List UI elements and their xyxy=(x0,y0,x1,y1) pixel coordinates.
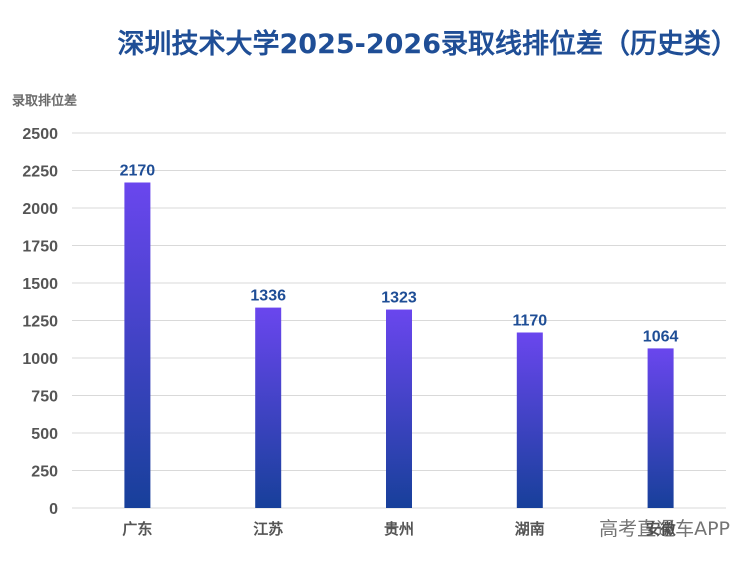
bar-3 xyxy=(516,332,543,508)
data-label-0: 2170 xyxy=(120,163,156,180)
bar-0 xyxy=(124,182,151,508)
y-tick-label: 250 xyxy=(31,464,58,481)
x-category-label-2: 贵州 xyxy=(384,520,414,538)
y-axis-label: 录取排位差 xyxy=(12,94,78,109)
x-category-label-1: 江苏 xyxy=(253,520,283,538)
data-label-1: 1336 xyxy=(250,288,286,305)
chart-title: 深圳技术大学2025-2026录取线排位差（历史类） xyxy=(117,29,739,60)
data-label-4: 1064 xyxy=(643,328,679,345)
data-labels: 2170 1336 1323 1170 1064 xyxy=(120,163,679,346)
y-tick-label: 750 xyxy=(31,389,58,406)
y-tick-label: 1500 xyxy=(22,276,58,293)
x-category-label-3: 湖南 xyxy=(515,520,545,538)
x-category-label-4: 安徽 xyxy=(646,520,677,538)
y-tick-label: 0 xyxy=(49,501,58,518)
x-axis-categories: 广东 江苏 贵州 湖南 安徽 xyxy=(122,520,676,538)
watermark: 高考直通车APP xyxy=(599,518,730,540)
bar-4 xyxy=(647,348,674,508)
data-label-2: 1323 xyxy=(381,290,417,307)
bar-2 xyxy=(386,309,412,508)
y-tick-label: 2000 xyxy=(22,201,58,218)
y-tick-label: 1750 xyxy=(22,239,58,256)
data-label-3: 1170 xyxy=(512,313,547,330)
y-tick-label: 500 xyxy=(31,426,58,443)
x-category-label-0: 广东 xyxy=(122,520,152,538)
bars xyxy=(124,182,674,508)
y-axis-ticks: 0 250 500 750 1000 1250 1500 1750 2000 2250 2500 xyxy=(22,126,58,518)
y-tick-label: 1000 xyxy=(22,351,58,368)
y-tick-label: 2250 xyxy=(22,164,58,181)
y-tick-label: 1250 xyxy=(22,314,58,331)
bar-1 xyxy=(255,307,282,508)
y-tick-label: 2500 xyxy=(22,126,58,143)
